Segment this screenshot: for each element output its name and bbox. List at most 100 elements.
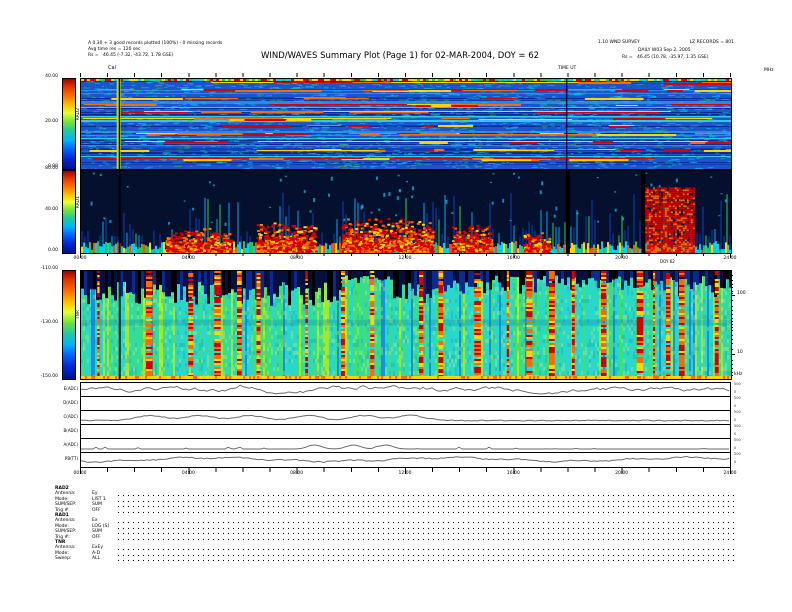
rad1-colorbar: [62, 170, 76, 254]
tnr-right-minor-tick: [731, 309, 733, 311]
tnr-right-minor-tick: [731, 330, 733, 332]
tnr-right-minor-tick: [731, 339, 733, 341]
strip-row: [81, 425, 730, 439]
tnr-right-minor-tick: [731, 363, 733, 365]
strip-right-max-label: 500: [734, 424, 741, 428]
doy-label: DOY 62: [660, 259, 675, 264]
legend-key: Antenna:: [55, 518, 76, 524]
bottom-4hour-ticks: [80, 468, 731, 474]
strip-line-chart: [81, 425, 730, 438]
legend-key: Mode:: [55, 523, 69, 529]
legend-value: ExEy: [92, 545, 104, 551]
top-hour-ticks: [80, 73, 731, 77]
tnr-right-minor-tick: [731, 327, 733, 329]
time-tick-label: 20:00: [615, 256, 629, 261]
tnr-right-tick-label: 100: [737, 290, 746, 296]
time-tick-label: 12:00: [398, 256, 412, 261]
time-tick-label: 24:00: [723, 256, 737, 261]
strip-row: [81, 453, 730, 467]
tnr-right-minor-tick: [731, 287, 733, 289]
legend-section-name: RAD2: [55, 486, 69, 491]
tnr-right-minor-tick: [731, 300, 733, 302]
strip-line-chart: [81, 439, 730, 452]
colorbar-tick-label: 40.00: [45, 207, 58, 212]
strip-right-max-label: 500: [734, 382, 741, 386]
tnr-right-minor-tick: [731, 348, 733, 350]
tnr-colorbar: [62, 270, 76, 380]
tnr-right-minor-tick: [731, 292, 733, 294]
tnr-right-minor-tick: [731, 343, 733, 345]
legend-value: OFF: [92, 534, 101, 540]
strip-label: C(ADC): [63, 414, 78, 419]
strip-right-max-label: 500: [734, 452, 741, 456]
strip-line-chart: [81, 397, 730, 410]
header-position-right: Rs = 46.45 (10.78, -35.97, 1.35 GSE): [622, 55, 709, 60]
strip-right-min-label: 0: [734, 460, 737, 464]
tnr-right-minor-tick: [731, 334, 733, 336]
cal-marker-label: Cal: [108, 65, 116, 71]
colorbar-tick-label: -150.00: [40, 374, 58, 379]
tnr-right-minor-tick: [731, 279, 733, 281]
strip-right-min-label: 0: [734, 390, 737, 394]
strip-line-chart: [81, 453, 730, 466]
legend-status-dots: [118, 533, 734, 535]
time-tick-label: 08:00: [290, 256, 304, 261]
legend-section-name: RAD1: [55, 513, 69, 518]
colorbar-tick-label: 20.00: [45, 119, 58, 124]
strip-line-chart: [81, 383, 730, 396]
legend-status-dots: [118, 527, 734, 529]
colorbar-tick-label: 0.00: [47, 248, 58, 253]
rad2-unit-label: MHz: [764, 68, 774, 73]
legend-value: OFF: [92, 507, 101, 513]
strip-right-min-label: 0: [734, 432, 737, 436]
legend-section-name: TNR: [55, 540, 66, 545]
mid-4hour-ticks: [80, 252, 731, 258]
strip-right-min-label: 0: [734, 404, 737, 408]
legend-status-dots: [118, 538, 734, 540]
tnr-right-major-tick: [731, 294, 735, 296]
tnr-right-minor-tick: [731, 290, 733, 292]
colorbar-tick-label: -110.00: [40, 266, 58, 271]
tnr-right-minor-tick: [731, 284, 733, 286]
legend-key: SUM/SEP:: [55, 502, 77, 508]
header-version: 1.10 WND SURVEY: [598, 40, 640, 45]
legend-status-dots: [118, 495, 734, 497]
time-axis-label: TIME UT: [558, 66, 577, 71]
colorbar-tick-label: -130.00: [40, 320, 58, 325]
tnr-right-tick-label: 10: [737, 350, 743, 356]
tnr-right-minor-tick: [731, 368, 733, 370]
legend-status-dots: [118, 549, 734, 551]
legend-value: Ey: [92, 491, 98, 497]
legend-value: ALL: [92, 556, 101, 562]
strip-row: [81, 411, 730, 425]
strip-right-min-label: 0: [734, 418, 737, 422]
legend-value: SUM: [92, 529, 103, 535]
strip-row: [81, 439, 730, 453]
strip-label: PB(TT): [64, 456, 78, 461]
header-info-line2: Avg time res = 120 sec: [88, 47, 141, 52]
strip-right-min-label: 0: [734, 446, 737, 450]
legend-value: A-D: [92, 550, 101, 556]
rad2-spectrogram: [80, 78, 732, 170]
time-tick-label: 00:00: [73, 256, 87, 261]
legend-key: Trig #:: [55, 534, 70, 540]
legend-key: Sweep:: [55, 556, 72, 562]
legend-status-dots: [118, 511, 734, 513]
strip-row: [81, 383, 730, 397]
header-position-left: Rs = 46.45 (-7.32, -43.72, 1.78 GSE): [88, 53, 174, 58]
time-tick-label: 04:00: [181, 256, 195, 261]
tnr-right-minor-tick: [731, 359, 733, 361]
strip-label: A(ADC): [63, 442, 78, 447]
strip-line-chart: [81, 411, 730, 424]
legend-key: Antenna:: [55, 491, 76, 497]
tnr-right-minor-tick: [731, 320, 733, 322]
rad1-spectrogram: [80, 170, 732, 254]
time-tick-label: 04:00: [181, 471, 195, 476]
colorbar-tick-label: 40.00: [45, 74, 58, 79]
tnr-right-minor-tick: [731, 317, 733, 319]
time-tick-label: 08:00: [290, 471, 304, 476]
colorbar-tick-label: 0.00: [47, 164, 58, 169]
adc-strip-charts: [80, 382, 731, 468]
legend-status-dots: [118, 554, 734, 556]
